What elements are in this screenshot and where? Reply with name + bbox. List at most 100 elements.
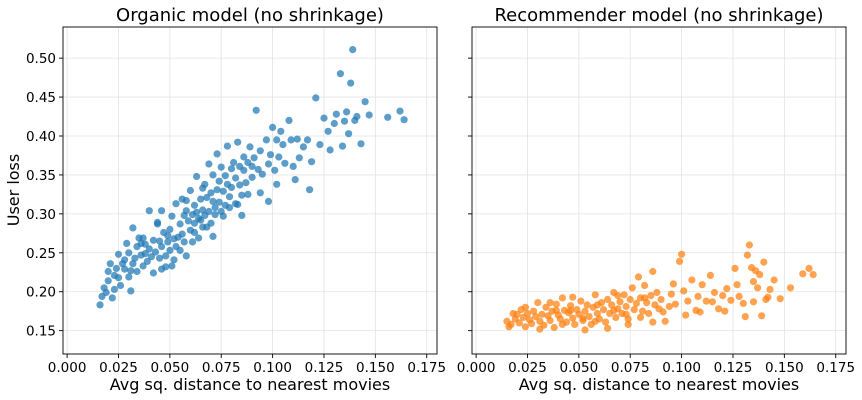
organic-data-point — [324, 127, 332, 135]
organic-data-point — [125, 249, 133, 257]
recommender-data-point — [657, 295, 665, 304]
organic-data-point — [289, 162, 297, 170]
recommender-data-point — [581, 307, 589, 315]
organic-data-point — [156, 237, 164, 245]
organic-data-point — [137, 239, 145, 247]
recommender-data-point — [665, 302, 673, 311]
organic-data-point — [193, 172, 201, 181]
organic-data-point — [242, 179, 250, 187]
recommender-data-point — [556, 315, 565, 323]
recommender-data-point — [680, 287, 688, 295]
recommender-data-point — [569, 314, 577, 322]
organic-data-point — [166, 246, 174, 254]
organic-plot: Organic model (no shrinkage) 0.000 0.025 0… — [4, 5, 446, 394]
recommender-data-point — [532, 313, 540, 321]
organic-data-point — [104, 277, 112, 285]
recommender-data-point — [756, 271, 764, 279]
organic-data-point — [151, 248, 160, 256]
recommender-data-point — [579, 314, 587, 322]
recommender-x-tick-label: 0.050 — [560, 360, 599, 376]
recommender-data-point — [766, 285, 774, 293]
organic-data-point — [234, 138, 242, 146]
recommender-data-point — [604, 324, 612, 332]
organic-data-point — [147, 253, 155, 261]
recommender-data-point — [599, 306, 608, 314]
organic-data-point — [234, 200, 242, 209]
organic-data-point — [254, 165, 262, 174]
recommender-data-point — [536, 325, 544, 333]
recommender-data-point — [645, 309, 653, 318]
recommender-data-point — [521, 303, 530, 311]
organic-data-point — [295, 154, 303, 162]
organic-x-tick-label: 0.125 — [305, 360, 344, 376]
recommender-data-point — [675, 257, 684, 265]
organic-data-point — [186, 186, 194, 195]
organic-data-point — [205, 160, 213, 168]
recommender-data-point — [641, 281, 649, 290]
organic-data-point — [316, 141, 324, 149]
organic-y-tick-label: 0.50 — [26, 51, 56, 67]
recommender-data-point — [684, 297, 692, 305]
organic-data-point — [176, 220, 184, 228]
recommender-data-point — [515, 319, 523, 327]
recommender-data-point — [659, 308, 667, 316]
recommender-data-point — [620, 291, 628, 299]
organic-data-point — [338, 142, 347, 150]
organic-data-point — [129, 260, 137, 268]
organic-x-axis-label: Avg sq. distance to nearest movies — [110, 375, 390, 394]
organic-x-tick-label: 0.100 — [253, 360, 292, 376]
organic-data-point — [227, 165, 236, 173]
organic-data-point — [306, 186, 314, 194]
recommender-data-point — [509, 309, 517, 318]
recommender-data-point — [727, 296, 735, 304]
recommender-x-tick-label: 0.150 — [765, 360, 804, 376]
recommender-data-point — [534, 299, 542, 307]
organic-data-point — [238, 211, 246, 219]
recommender-data-point — [530, 307, 538, 315]
recommender-data-point — [809, 271, 817, 279]
organic-data-point — [106, 260, 114, 268]
organic-data-point — [207, 219, 215, 227]
recommender-data-point — [546, 299, 554, 307]
organic-data-point — [277, 127, 285, 135]
organic-x-tick-label: 0.075 — [202, 360, 241, 376]
recommender-data-point — [593, 301, 602, 309]
organic-data-point — [264, 197, 273, 205]
organic-data-point — [164, 232, 172, 240]
organic-data-point — [281, 159, 289, 167]
organic-y-tick-label: 0.20 — [26, 285, 56, 301]
recommender-data-point — [521, 323, 530, 331]
organic-data-point — [102, 288, 110, 297]
organic-data-point — [176, 246, 184, 254]
recommender-data-point — [639, 307, 647, 315]
organic-data-point — [127, 287, 135, 295]
recommender-data-point — [682, 311, 690, 319]
organic-data-point — [336, 70, 344, 78]
recommender-data-point — [622, 310, 630, 318]
recommender-data-point — [739, 299, 747, 307]
recommender-x-tick-label: 0.075 — [611, 360, 650, 376]
recommender-data-point — [715, 305, 723, 313]
organic-data-point — [273, 136, 281, 144]
organic-data-point — [303, 136, 312, 144]
recommender-data-point — [688, 276, 696, 284]
recommender-x-tick-label: 0.100 — [662, 360, 701, 376]
organic-data-point — [238, 191, 246, 199]
organic-data-point — [143, 257, 151, 265]
recommender-data-point — [647, 292, 655, 300]
organic-grid — [63, 27, 437, 354]
organic-data-point — [285, 116, 293, 124]
organic-data-point — [168, 262, 176, 270]
recommender-x-tick-label: 0.175 — [816, 360, 855, 376]
organic-data-point — [291, 176, 299, 184]
organic-data-point — [172, 200, 180, 208]
recommender-data-point — [671, 300, 680, 308]
organic-data-point — [145, 207, 153, 215]
organic-data-point — [223, 142, 231, 150]
organic-data-point — [230, 158, 238, 167]
organic-data-point — [400, 116, 408, 124]
organic-data-point — [213, 186, 221, 194]
recommender-data-point — [786, 284, 795, 292]
recommender-data-point — [669, 280, 678, 288]
recommender-data-point — [731, 264, 739, 272]
